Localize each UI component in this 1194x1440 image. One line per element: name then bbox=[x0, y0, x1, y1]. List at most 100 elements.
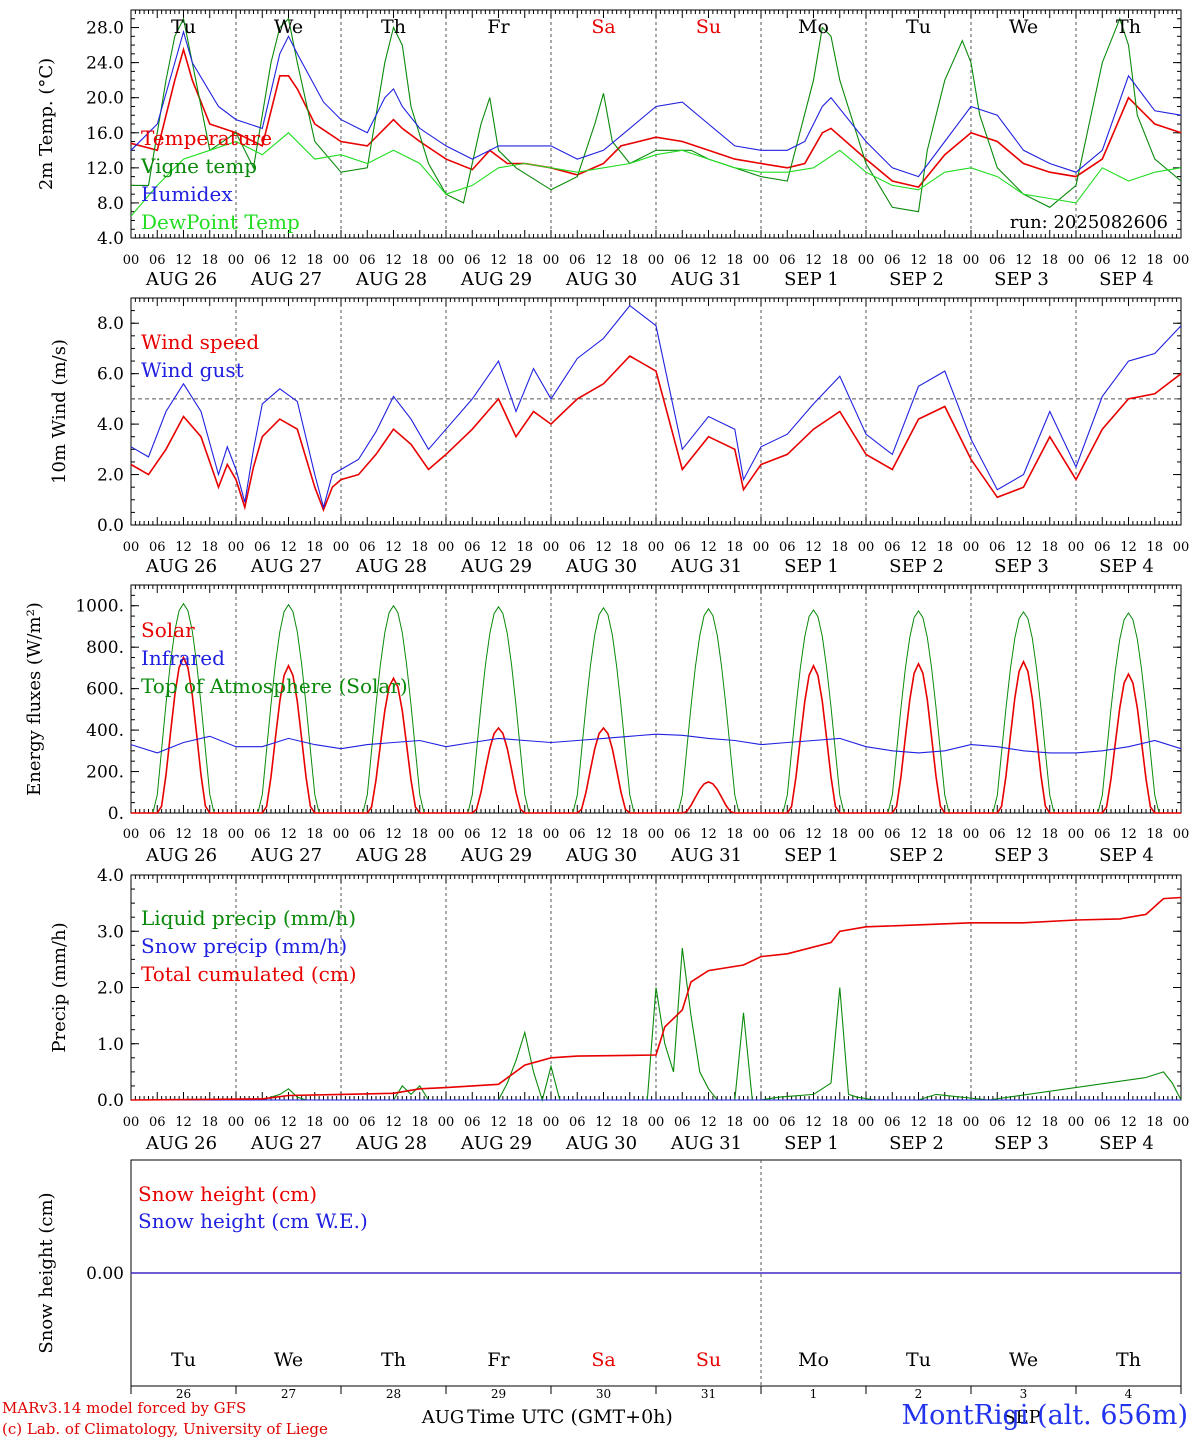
hour-tick-label: 12 bbox=[385, 540, 402, 555]
weekday-label: Tu bbox=[171, 1349, 196, 1371]
hour-tick-label: 12 bbox=[595, 827, 612, 842]
hour-tick-label: 06 bbox=[149, 540, 166, 555]
hour-tick-label: 00 bbox=[963, 253, 980, 268]
hour-tick-label: 06 bbox=[1094, 827, 1111, 842]
hour-tick-label: 18 bbox=[621, 540, 638, 555]
hour-tick-label: 06 bbox=[254, 1115, 271, 1130]
hour-tick-label: 00 bbox=[963, 1115, 980, 1130]
hour-tick-label: 00 bbox=[753, 253, 770, 268]
legend-entry: Vigne temp bbox=[140, 154, 257, 178]
date-label: AUG 26 bbox=[145, 1133, 217, 1154]
hour-tick-label: 12 bbox=[910, 540, 927, 555]
hour-tick-label: 12 bbox=[805, 1115, 822, 1130]
weekday-label: We bbox=[1009, 1349, 1038, 1371]
day-number: 31 bbox=[701, 1387, 716, 1401]
hour-tick-label: 00 bbox=[648, 827, 665, 842]
hour-tick-label: 18 bbox=[726, 540, 743, 555]
weekday-label: Sa bbox=[591, 1349, 615, 1371]
hour-tick-label: 06 bbox=[674, 253, 691, 268]
date-label: AUG 28 bbox=[355, 845, 427, 866]
hour-tick-label: 18 bbox=[726, 827, 743, 842]
hour-tick-label: 00 bbox=[858, 1115, 875, 1130]
legend-entry: Snow height (cm W.E.) bbox=[138, 1209, 368, 1233]
month-label-sep: SEP bbox=[1003, 1407, 1041, 1428]
hour-tick-label: 06 bbox=[884, 1115, 901, 1130]
weekday-label: We bbox=[274, 16, 303, 38]
panel-4: 00 06 12 18 AUG 26 00 06 12 18 AUG 27 00 06 12 18 AUG … bbox=[49, 866, 1189, 1154]
hour-tick-label: 18 bbox=[201, 827, 218, 842]
hour-tick-label: 12 bbox=[490, 1115, 507, 1130]
hour-tick-label: 00 bbox=[228, 253, 245, 268]
hour-tick-label: 00 bbox=[1173, 540, 1190, 555]
date-label: SEP 4 bbox=[1099, 845, 1154, 866]
hour-tick-label: 12 bbox=[385, 253, 402, 268]
legend-entry: Top of Atmosphere (Solar) bbox=[141, 674, 408, 698]
legend-entry: Snow height (cm) bbox=[138, 1182, 317, 1206]
date-label: AUG 26 bbox=[145, 845, 217, 866]
hour-tick-label: 06 bbox=[464, 827, 481, 842]
day-number: 1 bbox=[810, 1387, 818, 1401]
hour-tick-label: 12 bbox=[1015, 1115, 1032, 1130]
hour-tick-label: 00 bbox=[333, 253, 350, 268]
hour-tick-label: 00 bbox=[123, 827, 140, 842]
hour-tick-label: 00 bbox=[1173, 253, 1190, 268]
hour-tick-label: 06 bbox=[1094, 1115, 1111, 1130]
legend-entry: DewPoint Temp bbox=[141, 210, 300, 234]
date-label: AUG 29 bbox=[460, 845, 532, 866]
y-tick-label: 800. bbox=[86, 638, 124, 658]
weekday-label: Sa bbox=[591, 16, 615, 38]
date-label: AUG 31 bbox=[670, 269, 742, 290]
hour-tick-label: 00 bbox=[1068, 540, 1085, 555]
hour-tick-label: 18 bbox=[936, 540, 953, 555]
date-label: SEP 3 bbox=[994, 269, 1049, 290]
hour-tick-label: 00 bbox=[753, 1115, 770, 1130]
hour-tick-label: 00 bbox=[123, 253, 140, 268]
hour-tick-label: 06 bbox=[884, 253, 901, 268]
hour-tick-label: 18 bbox=[516, 1115, 533, 1130]
date-label: SEP 1 bbox=[784, 845, 839, 866]
y-tick-label: 24.0 bbox=[86, 54, 124, 74]
hour-tick-label: 18 bbox=[726, 253, 743, 268]
hour-tick-label: 12 bbox=[385, 827, 402, 842]
hour-tick-label: 06 bbox=[254, 540, 271, 555]
day-number: 26 bbox=[176, 1387, 191, 1401]
hour-tick-label: 00 bbox=[858, 540, 875, 555]
weekday-label: Tu bbox=[906, 1349, 931, 1371]
date-label: AUG 29 bbox=[460, 269, 532, 290]
series-humidex bbox=[130, 29, 1182, 178]
hour-tick-label: 18 bbox=[936, 253, 953, 268]
hour-tick-label: 12 bbox=[805, 253, 822, 268]
hour-tick-label: 00 bbox=[438, 540, 455, 555]
hour-tick-label: 06 bbox=[779, 540, 796, 555]
hour-tick-label: 18 bbox=[516, 253, 533, 268]
hour-tick-label: 06 bbox=[569, 1115, 586, 1130]
legend-entry: Wind gust bbox=[141, 358, 244, 382]
y-tick-label: 4.0 bbox=[97, 415, 124, 435]
hour-tick-label: 06 bbox=[464, 540, 481, 555]
model-credit: MARv3.14 model forced by GFS bbox=[2, 1399, 247, 1417]
date-label: SEP 2 bbox=[889, 556, 944, 577]
hour-tick-label: 12 bbox=[175, 1115, 192, 1130]
series-temperature bbox=[130, 46, 1182, 188]
hour-tick-label: 12 bbox=[700, 1115, 717, 1130]
x-axis-label: Time UTC (GMT+0h) bbox=[467, 1406, 673, 1428]
hour-tick-label: 06 bbox=[149, 827, 166, 842]
hour-tick-label: 12 bbox=[1120, 253, 1137, 268]
hour-tick-label: 18 bbox=[1041, 827, 1058, 842]
hour-tick-label: 18 bbox=[201, 1115, 218, 1130]
hour-tick-label: 18 bbox=[306, 253, 323, 268]
weekday-label: Fr bbox=[487, 16, 510, 38]
hour-tick-label: 12 bbox=[910, 253, 927, 268]
hour-tick-label: 12 bbox=[910, 1115, 927, 1130]
y-tick-label: 1000. bbox=[75, 597, 124, 617]
legend-entry: Solar bbox=[141, 618, 195, 642]
day-number: 2 bbox=[915, 1387, 923, 1401]
hour-tick-label: 12 bbox=[280, 827, 297, 842]
date-label: AUG 29 bbox=[460, 1133, 532, 1154]
hour-tick-label: 12 bbox=[280, 253, 297, 268]
y-tick-label: 0.0 bbox=[97, 1091, 124, 1111]
date-label: AUG 27 bbox=[250, 556, 322, 577]
series-total-cumulated-cm- bbox=[130, 896, 1182, 1101]
date-label: AUG 31 bbox=[670, 845, 742, 866]
